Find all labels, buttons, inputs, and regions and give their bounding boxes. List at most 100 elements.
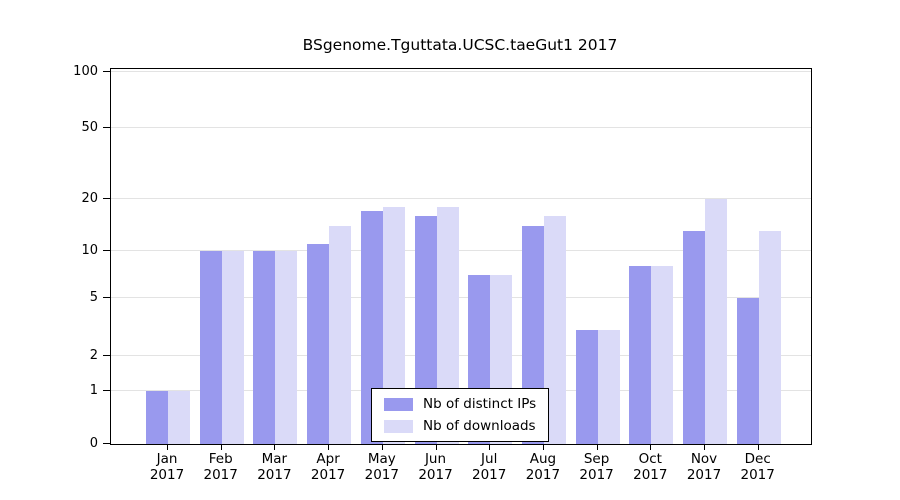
legend-item: Nb of downloads [384, 418, 536, 434]
x-tick-label: Apr 2017 [296, 451, 360, 483]
bar-nb-of-downloads [221, 251, 244, 444]
legend-item: Nb of distinct IPs [384, 396, 536, 412]
x-tick-year: 2017 [418, 466, 453, 483]
x-tick-mark [704, 445, 705, 450]
x-tick-year: 2017 [310, 466, 346, 483]
x-tick-year: 2017 [579, 466, 614, 483]
x-tick-year: 2017 [633, 466, 668, 483]
bar-nb-of-distinct-ips [360, 211, 383, 444]
x-tick-year: 2017 [257, 466, 292, 483]
x-tick-month: Nov [690, 451, 718, 467]
legend-swatch-distinct-ips [384, 397, 413, 411]
gridline [111, 71, 811, 72]
x-tick-month: Sep [583, 451, 610, 467]
y-tick-label: 0 [89, 436, 98, 451]
x-tick-mark [489, 445, 491, 450]
bar-nb-of-distinct-ips [629, 266, 652, 444]
x-tick-mark [167, 445, 168, 450]
gridline [111, 198, 811, 199]
bar-nb-of-distinct-ips [146, 391, 168, 444]
x-tick-year: 2017 [149, 466, 185, 483]
y-tick-mark [103, 250, 110, 251]
bar-nb-of-downloads [758, 231, 781, 444]
x-tick-label: Jan 2017 [135, 451, 199, 483]
bar-nb-of-downloads [168, 391, 190, 444]
bar-nb-of-distinct-ips [736, 298, 759, 444]
bar-nb-of-downloads [329, 225, 352, 444]
y-tick-label: 5 [89, 290, 98, 305]
legend: Nb of distinct IPs Nb of downloads [371, 388, 550, 442]
x-tick-mark [596, 445, 598, 450]
x-tick-year: 2017 [472, 466, 507, 483]
x-tick-label: Nov 2017 [672, 451, 736, 483]
x-tick-month: Aug [529, 451, 557, 467]
bar-nb-of-downloads [651, 266, 674, 444]
x-tick-mark [435, 445, 437, 450]
y-tick-mark [103, 71, 110, 72]
x-tick-month: Feb [208, 451, 233, 467]
bar-nb-of-downloads [597, 330, 620, 444]
gridline [111, 355, 811, 356]
x-tick-month: May [367, 451, 396, 467]
x-tick-mark [650, 445, 652, 450]
x-tick-month: Dec [744, 451, 771, 467]
gridline [111, 250, 811, 251]
y-tick-label: 50 [81, 120, 98, 135]
x-tick-month: Jul [481, 451, 498, 467]
y-tick-label: 20 [81, 191, 98, 206]
x-tick-month: Apr [316, 451, 340, 467]
x-axis-labels: Jan 2017 Feb 2017 Mar 2017 Apr 2017 May 2017 Jun 20… [110, 451, 810, 492]
y-tick-mark [103, 127, 110, 128]
legend-label-downloads: Nb of downloads [423, 418, 536, 434]
x-tick-mark [381, 445, 383, 450]
y-tick-mark [103, 443, 110, 444]
x-tick-year: 2017 [203, 466, 238, 483]
bar-nb-of-distinct-ips [414, 215, 437, 444]
x-tick-mark [328, 445, 330, 450]
y-tick-label: 1 [89, 383, 98, 398]
x-tick-year: 2017 [525, 466, 561, 483]
bar-nb-of-distinct-ips [199, 251, 222, 444]
bar-nb-of-downloads [543, 215, 566, 444]
x-tick-label: Aug 2017 [511, 451, 575, 483]
bar-nb-of-distinct-ips [683, 231, 705, 444]
bar-nb-of-distinct-ips [307, 243, 330, 444]
x-tick-month: Oct [638, 451, 662, 467]
x-tick-mark [220, 445, 222, 450]
x-tick-label: May 2017 [350, 451, 414, 483]
x-tick-month: Mar [261, 451, 288, 467]
bar-nb-of-downloads [382, 206, 405, 444]
y-tick-label: 10 [81, 243, 98, 258]
x-tick-year: 2017 [686, 466, 722, 483]
x-tick-month: Jun [424, 451, 447, 467]
x-axis-ticks [110, 445, 810, 451]
x-tick-label: Dec 2017 [726, 451, 790, 483]
x-tick-mark [274, 445, 276, 450]
x-tick-label: Jul 2017 [457, 451, 521, 483]
legend-swatch-downloads [384, 419, 413, 433]
bar-nb-of-distinct-ips [575, 330, 598, 444]
y-axis-ticks [103, 67, 110, 444]
x-tick-label: Oct 2017 [618, 451, 682, 483]
x-tick-label: Feb 2017 [189, 451, 253, 483]
x-tick-label: Mar 2017 [242, 451, 306, 483]
y-axis-labels: 0 1 2 5 10 20 50 100 [40, 64, 98, 451]
x-tick-mark [542, 445, 544, 450]
x-tick-label: Jun 2017 [404, 451, 468, 483]
legend-label-distinct-ips: Nb of distinct IPs [423, 396, 537, 412]
bar-nb-of-downloads [705, 199, 727, 444]
y-tick-mark [103, 198, 110, 199]
x-tick-label: Sep 2017 [565, 451, 629, 483]
chart-title: BSgenome.Tguttata.UCSC.taeGut1 2017 [302, 36, 618, 54]
bar-nb-of-downloads [275, 251, 298, 444]
x-tick-year: 2017 [364, 466, 399, 483]
x-tick-mark [757, 445, 759, 450]
x-tick-year: 2017 [740, 466, 775, 483]
bar-nb-of-downloads [436, 206, 459, 444]
gridline [111, 297, 811, 298]
y-tick-label: 100 [73, 64, 98, 79]
x-tick-month: Jan [156, 451, 178, 467]
y-tick-mark [103, 355, 110, 356]
plot-area: Nb of distinct IPs Nb of downloads [110, 68, 812, 445]
